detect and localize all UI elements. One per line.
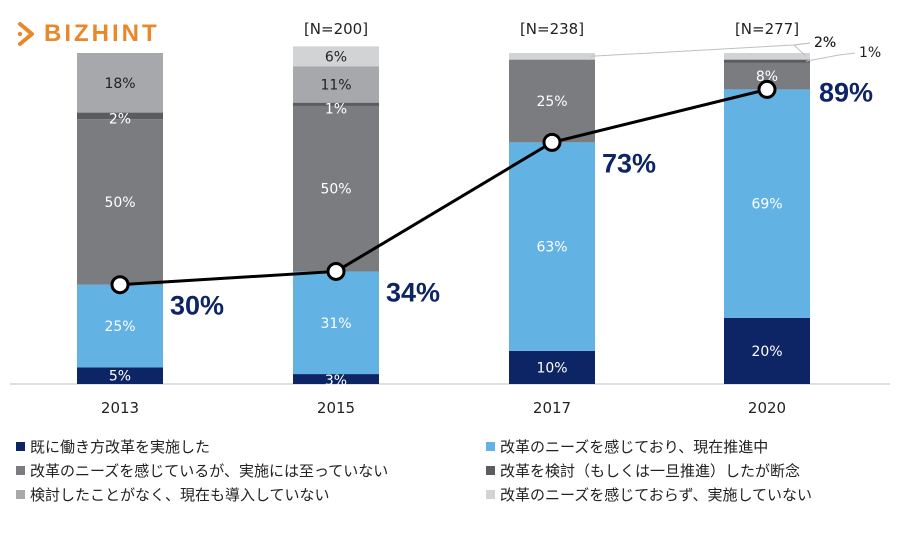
segment-label-2013-s0: 5% [109,369,131,385]
brand-logo: BIZHINT [16,14,160,54]
bar-segment-2017-s0 [509,350,595,384]
legend-swatch [16,466,25,475]
segment-label-2013-s1: 25% [104,319,135,335]
x-tick-label-2013: 2013 [101,399,139,417]
segment-label-2020-s2: 8% [756,69,778,85]
legend-label: 改革を検討（もしくは一旦推進）したが断念 [500,462,801,480]
segment-label-2020-s0: 20% [751,344,782,360]
callout-leader-2020-s3 [805,52,856,62]
line-point-2013 [110,275,130,295]
bar-segment-2020-s1 [724,89,810,318]
bar-segment-2015-s0 [293,374,379,384]
legend-label: 改革のニーズを感じているが、実施には至っていない [30,462,389,480]
legend-item-s2: 改革のニーズを感じているが、実施には至っていない [16,460,388,481]
segment-label-2015-s5: 6% [325,49,347,65]
bar-segment-2013-s3 [77,112,163,120]
segment-label-2017-s0: 10% [536,360,567,376]
segment-label-2017-s1: 63% [536,240,567,256]
line-label-2017: 73% [602,148,656,178]
legend-swatch [486,442,495,451]
legend-label: 改革のニーズを感じており、現在推進中 [500,438,769,456]
legend-swatch [16,442,25,451]
x-tick-label-2015: 2015 [317,399,355,417]
bar-segment-2015-s5 [293,46,379,67]
n-label-2015: [N=200] [304,20,368,38]
callout-label-2017-s5: 2% [814,35,836,51]
legend-label: 既に働き方改革を実施した [30,438,211,456]
bar-segment-2020-s3 [724,59,810,63]
bar-segment-2015-s2 [293,105,379,272]
legend-item-s5: 改革のニーズを感じておらず、実施していない [486,484,812,505]
bar-segment-2020-s5 [724,53,810,60]
legend-item-s4: 検討したことがなく、現在も導入していない [16,484,330,505]
bizhint-arrow-logo-icon [17,22,34,46]
line-point-2017 [542,132,562,152]
line-label-2015: 34% [386,277,440,307]
bar-segment-2017-s1 [509,142,595,351]
brand-name: BIZHINT [44,20,160,47]
segment-label-2015-s2: 50% [320,182,351,198]
callout-label-2020-s3: 1% [859,45,881,61]
callout-leader-2020-s5 [792,42,811,57]
legend-swatch [486,466,495,475]
legend-swatch [486,490,495,499]
legend-label: 検討したことがなく、現在も導入していない [30,486,330,504]
callout-label-2020-s5: 2% [814,35,836,51]
x-tick-label-2020: 2020 [748,399,786,417]
segment-label-2015-s4: 11% [320,77,351,93]
line-total [119,87,768,287]
bar-segment-2015-s3 [293,102,379,106]
line-point-2015 [326,261,346,281]
bar-segment-2015-s4 [293,66,379,103]
legend-item-s1: 改革のニーズを感じており、現在推進中 [486,436,768,457]
bar-segment-2015-s1 [293,271,379,375]
bar-segment-2020-s0 [724,317,810,384]
legend-label: 改革のニーズを感じておらず、実施していない [500,486,813,504]
segment-label-2020-s1: 69% [751,197,782,213]
x-tick-label-2017: 2017 [533,399,571,417]
bar-segment-2013-s2 [77,119,163,285]
bar-segment-2017-s5 [509,53,595,60]
bar-segment-2013-s4 [77,53,163,113]
segment-label-2015-s0: 3% [325,373,347,389]
line-label-2020: 89% [819,77,873,107]
segment-label-2013-s3: 2% [109,112,131,128]
line-point-2020 [757,79,777,99]
segment-label-2013-s4: 18% [104,76,135,92]
bar-segment-2013-s1 [77,284,163,368]
segment-label-2015-s3: 1% [325,102,347,118]
n-label-2017: [N=238] [520,20,584,38]
stacked-bar-chart: 5% 25% 50% 2% 18% 2013 3% 31% 50% 1% 11% 6% [N=200] 2… [10,20,890,417]
segment-label-2013-s2: 50% [104,195,135,211]
segment-label-2017-s2: 25% [536,94,567,110]
segment-label-2015-s1: 31% [320,316,351,332]
line-label-2013: 30% [170,291,224,321]
n-label-2020: [N=277] [735,20,799,38]
legend-item-s0: 既に働き方改革を実施した [16,436,210,457]
legend-swatch [16,490,25,499]
legend-item-s3: 改革を検討（もしくは一旦推進）したが断念 [486,460,800,481]
bar-segment-2017-s2 [509,59,595,143]
bar-segment-2013-s0 [77,367,163,384]
